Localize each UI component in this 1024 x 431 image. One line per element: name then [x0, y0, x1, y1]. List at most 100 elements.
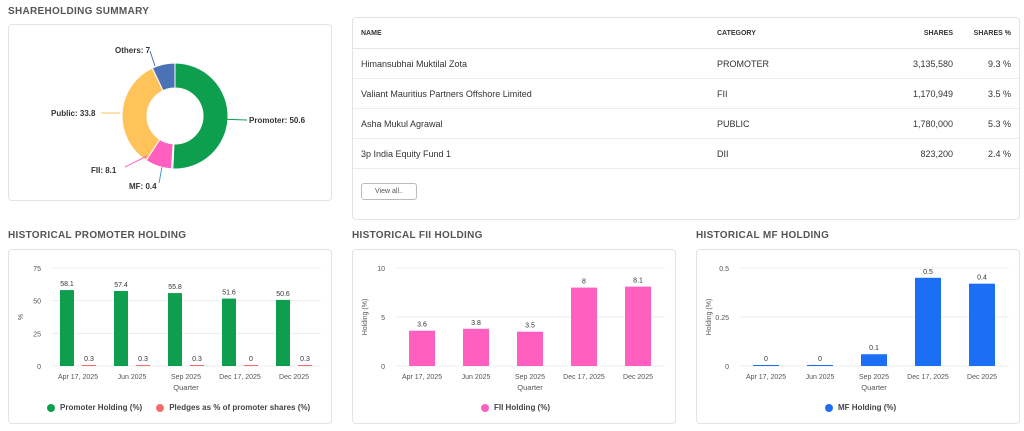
others-leader-line [149, 50, 156, 67]
cell-name: Valiant Mauritius Partners Offshore Limi… [353, 78, 709, 109]
cell-shares: 1,780,000 [835, 108, 961, 139]
bar-value-label: 0 [249, 356, 253, 363]
y-tick-label: 10 [377, 266, 385, 273]
bar[interactable] [915, 277, 941, 366]
mf-holding-card: 0 0.25 0.5 Holding (%) Apr 17, 2025 0 Jun 2025… [696, 249, 1020, 424]
mf-holding-chart: 0 0.25 0.5 Holding (%) Apr 17, 2025 0 Jun 2025… [706, 266, 1009, 392]
bar[interactable] [861, 354, 887, 366]
bar[interactable] [276, 299, 290, 366]
bar-value-label: 55.8 [168, 284, 182, 291]
bar[interactable] [244, 365, 258, 366]
header-name[interactable]: NAME [353, 18, 709, 49]
cell-name: Asha Mukul Agrawal [353, 108, 709, 139]
cell-shares: 3,135,580 [835, 48, 961, 79]
bar[interactable] [625, 286, 651, 366]
cell-shares-pct: 2.4 % [961, 138, 1019, 169]
x-tick-label: Dec 17, 2025 [907, 374, 949, 381]
x-tick-label: Dec 17, 2025 [563, 374, 605, 381]
fii-holding-card: 0 5 10 Holding (%) Apr 17, 2025 3.6 Jun 2025 3.… [352, 249, 676, 424]
x-axis-label: Quarter [517, 383, 543, 392]
cell-category: PROMOTER [709, 48, 835, 79]
cell-shares-pct: 9.3 % [961, 48, 1019, 79]
y-tick-label: 0.25 [715, 315, 729, 322]
header-shares-pct[interactable]: SHARES % [961, 18, 1019, 49]
promoter-chart-legend: Promoter Holding (%) Pledges as % of pro… [47, 403, 310, 412]
donut-slice-promoter[interactable] [172, 62, 229, 170]
summary-title: SHAREHOLDING SUMMARY [8, 6, 150, 17]
cell-category: FII [709, 78, 835, 109]
cell-category: PUBLIC [709, 108, 835, 139]
x-tick-label: Apr 17, 2025 [402, 374, 442, 381]
promoter-holding-title: HISTORICAL PROMOTER HOLDING [8, 230, 187, 241]
x-tick-label: Dec 2025 [279, 374, 309, 381]
y-tick-label: 25 [33, 331, 41, 338]
donut-slice-others[interactable] [151, 62, 176, 92]
legend-item-pledges[interactable]: Pledges as % of promoter shares (%) [156, 403, 310, 412]
header-shares[interactable]: SHARES [835, 18, 961, 49]
bar[interactable] [969, 283, 995, 366]
cell-name: Himansubhai Muktilal Zota [353, 48, 709, 79]
table-row[interactable]: Asha Mukul Agrawal PUBLIC 1,780,000 5.3 … [353, 108, 1019, 139]
bar-value-label: 0 [764, 356, 768, 363]
y-tick-label: 50 [33, 299, 41, 306]
y-axis-label: % [18, 314, 25, 320]
legend-item-mf[interactable]: MF Holding (%) [825, 403, 896, 412]
donut-slice-public[interactable] [121, 67, 164, 162]
legend-label: MF Holding (%) [838, 403, 897, 412]
public-slice-label: Public: 33.8 [51, 109, 96, 118]
fii-leader-line [124, 155, 148, 168]
bar[interactable] [753, 365, 779, 366]
bar-value-label: 58.1 [60, 281, 74, 288]
bar-value-label: 0.3 [138, 356, 148, 363]
bar-value-label: 0.5 [923, 269, 933, 276]
header-category[interactable]: CATEGORY [709, 18, 835, 49]
promoter-holding-card: 0 25 50 75% Apr 17, 2025 58.1 0.3 Jun 2025 57.4 0… [8, 249, 332, 424]
shareholders-table: NAME CATEGORY SHARES SHARES % Himansubha… [353, 18, 1019, 169]
cell-name: 3p India Equity Fund 1 [353, 138, 709, 169]
legend-label: FII Holding (%) [494, 403, 550, 412]
bar[interactable] [409, 330, 435, 366]
bar[interactable] [136, 365, 150, 366]
legend-label: Promoter Holding (%) [60, 403, 143, 412]
legend-label: Pledges as % of promoter shares (%) [169, 403, 311, 412]
bar[interactable] [114, 290, 128, 366]
legend-dot-icon [825, 403, 833, 412]
fii-holding-chart: 0 5 10 Holding (%) Apr 17, 2025 3.6 Jun 2025 3.… [362, 266, 665, 392]
bar[interactable] [463, 328, 489, 366]
bar[interactable] [571, 287, 597, 366]
bar-value-label: 8.1 [633, 278, 643, 285]
bar-value-label: 0.4 [977, 275, 987, 282]
bar[interactable] [807, 365, 833, 366]
bar[interactable] [222, 298, 236, 366]
legend-item-promoter[interactable]: Promoter Holding (%) [47, 403, 142, 412]
table-row[interactable]: Himansubhai Muktilal Zota PROMOTER 3,135… [353, 48, 1019, 79]
view-all-button[interactable]: View all.. [361, 183, 417, 200]
shareholding-donut-chart: Promoter: 50.6 MF: 0.4 FII: 8.1 Public: … [51, 46, 306, 191]
x-tick-label: Sep 2025 [515, 374, 545, 381]
fii-holding-title: HISTORICAL FII HOLDING [352, 230, 483, 241]
y-tick-label: 0 [37, 364, 41, 371]
y-tick-label: 0 [725, 364, 729, 371]
bar[interactable] [82, 365, 96, 366]
x-axis-label: Quarter [173, 383, 199, 392]
legend-item-fii[interactable]: FII Holding (%) [481, 403, 550, 412]
promoter-leader-line [215, 118, 248, 121]
bar[interactable] [168, 293, 182, 366]
bar-value-label: 57.4 [114, 282, 128, 289]
cell-shares: 823,200 [835, 138, 961, 169]
x-tick-label: Apr 17, 2025 [746, 374, 786, 381]
top-shareholders-card: NAME CATEGORY SHARES SHARES % Himansubha… [352, 17, 1020, 220]
bar[interactable] [517, 331, 543, 366]
bar-value-label: 50.6 [276, 291, 290, 298]
y-tick-label: 75 [33, 266, 41, 273]
bar[interactable] [60, 290, 74, 366]
bar[interactable] [190, 365, 204, 366]
table-row[interactable]: 3p India Equity Fund 1 DII 823,200 2.4 % [353, 138, 1019, 169]
mf-leader-line [158, 166, 163, 184]
x-axis-label: Quarter [861, 383, 887, 392]
y-axis-label: Holding (%) [362, 299, 369, 336]
bar[interactable] [298, 365, 312, 366]
x-tick-label: Dec 2025 [623, 374, 653, 381]
table-row[interactable]: Valiant Mauritius Partners Offshore Limi… [353, 78, 1019, 109]
promoter-slice-label: Promoter: 50.6 [249, 116, 306, 125]
